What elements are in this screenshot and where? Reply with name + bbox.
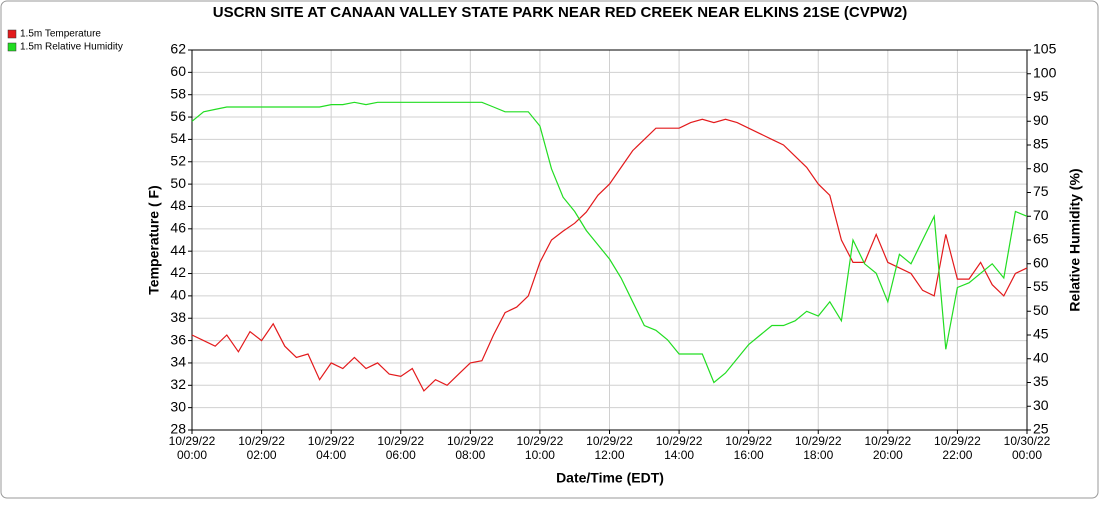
y2-tick-label: 25 <box>1033 421 1049 437</box>
plot-frame <box>191 49 1028 431</box>
x-tick-label: 10/29/22 14:00 <box>656 434 703 462</box>
data-line <box>191 101 1028 384</box>
x-tick-label-line: 10/29/22 <box>586 434 633 448</box>
x-tick-label: 10/29/22 06:00 <box>377 434 424 462</box>
legend-label: 1.5m Temperature <box>20 29 101 40</box>
x-tick-label: 10/29/22 08:00 <box>447 434 494 462</box>
x-tick-label: 10/29/22 12:00 <box>586 434 633 462</box>
y-tick-label: 42 <box>170 264 186 280</box>
x-tick-label-line: 12:00 <box>594 448 624 462</box>
y-axis-label: Temperature ( F) <box>146 185 162 294</box>
y2-tick-label: 30 <box>1033 397 1049 413</box>
x-tick-label: 10/29/22 10:00 <box>517 434 564 462</box>
x-tick-label-line: 10/29/22 <box>795 434 842 448</box>
y-tick-label: 62 <box>170 41 186 57</box>
y2-tick-label: 70 <box>1033 207 1049 223</box>
x-axis-label: Date/Time (EDT) <box>556 470 664 486</box>
x-tick-label-line: 08:00 <box>455 448 485 462</box>
y2-tick-label: 65 <box>1033 231 1049 247</box>
x-tick-label-line: 02:00 <box>247 448 277 462</box>
y-tick-label: 38 <box>170 309 186 325</box>
x-tick-label-line: 10/29/22 <box>169 434 216 448</box>
x-tick-label: 10/29/22 04:00 <box>308 434 355 462</box>
x-tick-label: 10/29/22 20:00 <box>864 434 911 462</box>
y2-tick-label: 35 <box>1033 373 1049 389</box>
chart-title: USCRN SITE AT CANAAN VALLEY STATE PARK N… <box>213 4 908 21</box>
x-tick-label-line: 10/29/22 <box>864 434 911 448</box>
y2-tick-label: 100 <box>1033 64 1057 80</box>
y-tick-label: 46 <box>170 220 186 236</box>
x-tick-label-line: 10/29/22 <box>934 434 981 448</box>
y-tick-label: 30 <box>170 398 186 414</box>
data-line <box>191 118 1028 392</box>
y2-tick-label: 40 <box>1033 349 1049 365</box>
x-tick-label: 10/29/22 00:00 <box>169 434 216 462</box>
y2-tick-label: 60 <box>1033 254 1049 270</box>
y2-tick-label: 90 <box>1033 112 1049 128</box>
y-tick-label: 48 <box>170 197 186 213</box>
x-tick-label-line: 10/29/22 <box>308 434 355 448</box>
y-tick-label: 50 <box>170 175 186 191</box>
x-tick-label-line: 00:00 <box>1012 448 1042 462</box>
x-tick-label: 10/30/22 00:00 <box>1004 434 1051 462</box>
y2-tick-label: 55 <box>1033 278 1049 294</box>
x-tick-label-line: 04:00 <box>316 448 346 462</box>
y2-tick-label: 105 <box>1033 41 1057 57</box>
x-tick-label-line: 10/30/22 <box>1004 434 1051 448</box>
y2-tick-label: 75 <box>1033 183 1049 199</box>
y2-tick-label: 85 <box>1033 136 1049 152</box>
x-tick-label-line: 16:00 <box>734 448 764 462</box>
x-tick-label-line: 10/29/22 <box>517 434 564 448</box>
x-tick-label-line: 10/29/22 <box>377 434 424 448</box>
y-tick-label: 58 <box>170 85 186 101</box>
x-tick-label: 10/29/22 16:00 <box>725 434 772 462</box>
x-tick-label: 10/29/22 22:00 <box>934 434 981 462</box>
x-tick-label-line: 10/29/22 <box>238 434 285 448</box>
y-tick-label: 54 <box>170 130 186 146</box>
y-tick-label: 56 <box>170 108 186 124</box>
x-tick-label-line: 10/29/22 <box>656 434 703 448</box>
y2-tick-label: 50 <box>1033 302 1049 318</box>
x-tick-label-line: 00:00 <box>177 448 207 462</box>
x-tick-label-line: 10:00 <box>525 448 555 462</box>
y-tick-label: 44 <box>170 242 186 258</box>
x-tick-label: 10/29/22 02:00 <box>238 434 285 462</box>
x-tick-label-line: 20:00 <box>873 448 903 462</box>
y-tick-label: 36 <box>170 331 186 347</box>
legend-label: 1.5m Relative Humidity <box>20 42 123 53</box>
x-tick-label-line: 14:00 <box>664 448 694 462</box>
x-tick-label-line: 10/29/22 <box>447 434 494 448</box>
x-tick-label-line: 10/29/22 <box>725 434 772 448</box>
y-tick-label: 52 <box>170 152 186 168</box>
y-tick-label: 60 <box>170 63 186 79</box>
x-tick-label-line: 22:00 <box>942 448 972 462</box>
y-tick-label: 32 <box>170 376 186 392</box>
x-tick-label: 10/29/22 18:00 <box>795 434 842 462</box>
y-tick-label: 28 <box>170 421 186 437</box>
x-tick-label-line: 18:00 <box>803 448 833 462</box>
y-tick-label: 40 <box>170 287 186 303</box>
legend-swatch <box>7 29 17 39</box>
legend-swatch <box>7 42 17 52</box>
x-tick-label-line: 06:00 <box>386 448 416 462</box>
y2-tick-label: 45 <box>1033 326 1049 342</box>
y2-axis-label: Relative Humidity (%) <box>1067 168 1083 311</box>
y2-tick-label: 80 <box>1033 159 1049 175</box>
y2-tick-label: 95 <box>1033 88 1049 104</box>
y-tick-label: 34 <box>170 354 186 370</box>
